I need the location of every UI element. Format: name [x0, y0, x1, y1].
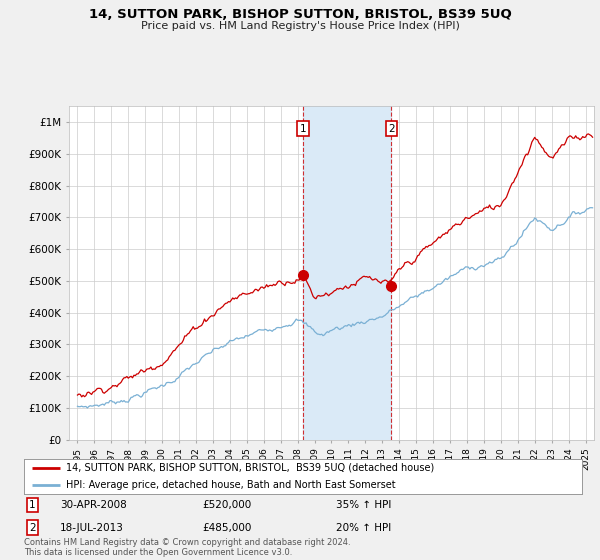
Text: 2: 2 — [388, 124, 395, 134]
Text: 35% ↑ HPI: 35% ↑ HPI — [337, 500, 392, 510]
Text: 18-JUL-2013: 18-JUL-2013 — [60, 522, 124, 533]
Text: 2: 2 — [29, 522, 35, 533]
Bar — [303, 106, 391, 440]
Text: Contains HM Land Registry data © Crown copyright and database right 2024.
This d: Contains HM Land Registry data © Crown c… — [24, 538, 350, 557]
Text: £485,000: £485,000 — [203, 522, 252, 533]
Text: 20% ↑ HPI: 20% ↑ HPI — [337, 522, 392, 533]
Text: 30-APR-2008: 30-APR-2008 — [60, 500, 127, 510]
Text: HPI: Average price, detached house, Bath and North East Somerset: HPI: Average price, detached house, Bath… — [66, 479, 395, 489]
Text: 14, SUTTON PARK, BISHOP SUTTON, BRISTOL,  BS39 5UQ (detached house): 14, SUTTON PARK, BISHOP SUTTON, BRISTOL,… — [66, 463, 434, 473]
Text: Price paid vs. HM Land Registry's House Price Index (HPI): Price paid vs. HM Land Registry's House … — [140, 21, 460, 31]
Text: 14, SUTTON PARK, BISHOP SUTTON, BRISTOL, BS39 5UQ: 14, SUTTON PARK, BISHOP SUTTON, BRISTOL,… — [89, 8, 511, 21]
Text: 1: 1 — [300, 124, 307, 134]
Text: £520,000: £520,000 — [203, 500, 252, 510]
Text: 1: 1 — [29, 500, 35, 510]
